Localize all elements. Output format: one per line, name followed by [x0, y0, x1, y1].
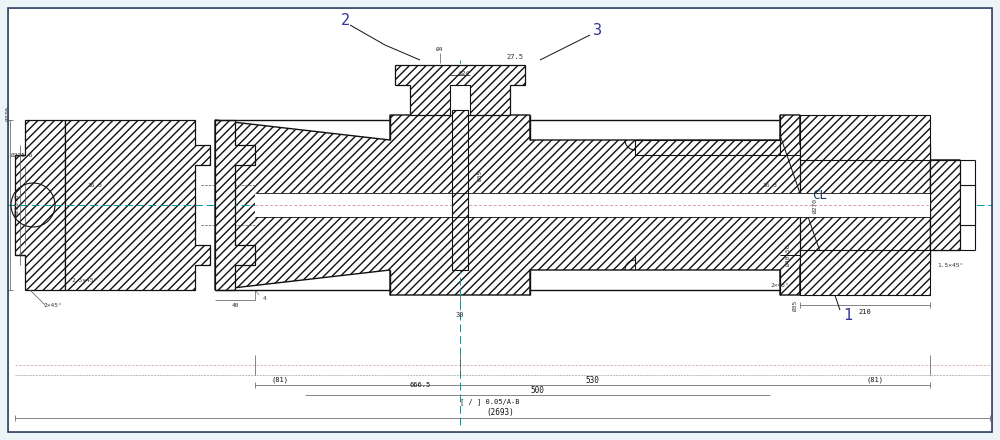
Text: Ø35: Ø35: [478, 169, 482, 181]
Text: 2×45°: 2×45°: [771, 282, 789, 287]
Text: Ø225.6: Ø225.6: [11, 153, 33, 158]
Bar: [452, 110, 468, 270]
Text: Ø4: Ø4: [436, 47, 444, 51]
Text: 4: 4: [263, 296, 267, 301]
Polygon shape: [215, 120, 255, 290]
Bar: [960, 185, 975, 225]
Text: Ø35: Ø35: [792, 299, 798, 311]
Text: (2693): (2693): [486, 407, 514, 417]
Text: Ø235.8: Ø235.8: [14, 194, 20, 216]
Text: 1: 1: [843, 308, 853, 323]
Text: 2.5×45°: 2.5×45°: [72, 278, 98, 282]
Bar: [800, 250, 930, 295]
Polygon shape: [635, 140, 780, 155]
Text: Ø40~50: Ø40~50: [786, 244, 790, 266]
Polygon shape: [15, 120, 65, 290]
Text: 27.5: 27.5: [507, 54, 524, 60]
Text: 3: 3: [593, 22, 603, 37]
Text: 30: 30: [456, 312, 464, 318]
Text: 666.5: 666.5: [409, 382, 431, 388]
Text: (81): (81): [272, 377, 288, 383]
Polygon shape: [65, 120, 210, 290]
Text: 2: 2: [340, 12, 350, 27]
Text: 16.3: 16.3: [763, 183, 778, 187]
Text: Ø24: Ø24: [459, 70, 471, 76]
Bar: [255, 193, 930, 217]
Text: 40: 40: [231, 303, 239, 308]
Text: 210: 210: [859, 309, 871, 315]
Text: [ / ] 0.05/A-B: [ / ] 0.05/A-B: [460, 399, 520, 405]
Text: 530: 530: [586, 375, 599, 385]
Text: (81): (81): [866, 377, 884, 383]
Bar: [450, 85, 470, 115]
Text: 1.5×45°: 1.5×45°: [937, 263, 963, 268]
Polygon shape: [395, 65, 525, 115]
Bar: [800, 115, 930, 160]
Text: Ø270: Ø270: [6, 106, 10, 121]
Polygon shape: [215, 115, 960, 295]
Text: 16.3: 16.3: [88, 183, 103, 187]
Text: CL: CL: [812, 188, 828, 202]
Text: Ø270: Ø270: [812, 198, 818, 213]
Text: 500: 500: [531, 385, 544, 395]
Text: 2×45°: 2×45°: [44, 303, 62, 308]
Bar: [930, 160, 960, 250]
